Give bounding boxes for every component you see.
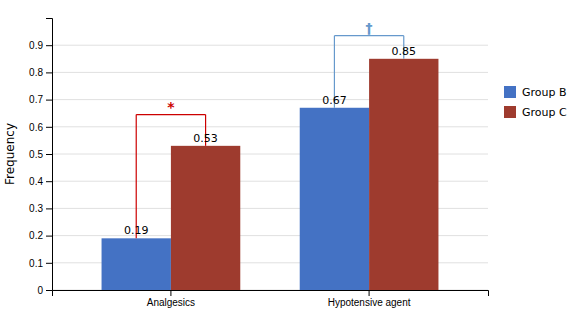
y-tick-label: 0.7 xyxy=(29,94,43,105)
y-tick-mark xyxy=(46,127,52,128)
bar xyxy=(102,238,171,290)
y-axis: 0 0.1 0.2 0.3 0.4 0.5 0.6 0.7 0.8 0.9 xyxy=(29,19,52,296)
x-tick-mark xyxy=(369,290,370,296)
y-tick-mark xyxy=(46,290,52,291)
legend-swatch xyxy=(504,106,516,118)
y-tick-label: 0.9 xyxy=(29,40,43,51)
y-tick-label: 0.4 xyxy=(29,176,43,187)
y-tick: 0.7 xyxy=(29,94,52,105)
annotation: † xyxy=(366,20,373,36)
legend: Group B Group C xyxy=(504,86,567,119)
bar xyxy=(369,59,438,290)
grid xyxy=(52,45,488,290)
chart: 0 0.1 0.2 0.3 0.4 0.5 0.6 0.7 0.8 0.9 Analgesics Hy… xyxy=(0,0,588,320)
labels: * † 0.19 0.67 0.53 0.85 xyxy=(124,20,416,238)
annotation: * xyxy=(167,99,175,115)
y-tick-mark xyxy=(46,263,52,264)
legend-label: Group C xyxy=(522,106,567,119)
y-tick: 0.8 xyxy=(29,67,52,78)
x-tick-mark xyxy=(170,290,171,296)
y-tick-label: 0.6 xyxy=(29,122,43,133)
legend-swatch xyxy=(504,86,516,98)
y-tick: 0.5 xyxy=(29,149,52,160)
data-label: 0.19 xyxy=(124,224,148,237)
y-tick-label: 0.3 xyxy=(29,203,43,214)
y-tick: 0.2 xyxy=(29,230,52,241)
y-tick: 0 xyxy=(37,285,52,296)
y-tick-label: 0.5 xyxy=(29,149,43,160)
x-tick: Hypotensive agent xyxy=(328,290,411,308)
y-tick-mark xyxy=(46,236,52,237)
y-tick: 0.9 xyxy=(29,40,52,51)
y-tick-label: 0.2 xyxy=(29,230,43,241)
y-tick: 0.3 xyxy=(29,203,52,214)
x-tick: Analgesics xyxy=(147,290,195,308)
x-tick-label: Hypotensive agent xyxy=(328,297,411,308)
legend-label: Group B xyxy=(522,86,567,99)
x-tick-label: Analgesics xyxy=(147,297,195,308)
y-axis-title: Frequency xyxy=(3,123,17,185)
y-tick-label: 0 xyxy=(37,285,43,296)
y-axis-line xyxy=(46,19,53,291)
data-label: 0.85 xyxy=(392,45,417,58)
y-tick-mark xyxy=(46,45,52,46)
y-tick-mark xyxy=(46,100,52,101)
data-label: 0.53 xyxy=(193,132,218,145)
y-tick-mark xyxy=(46,154,52,155)
x-axis-line xyxy=(53,291,489,297)
marks xyxy=(102,36,439,290)
y-tick-mark xyxy=(46,208,52,209)
y-tick-mark xyxy=(46,72,52,73)
y-tick-label: 0.8 xyxy=(29,67,43,78)
plot: 0 0.1 0.2 0.3 0.4 0.5 0.6 0.7 0.8 0.9 Analgesics Hy… xyxy=(29,19,488,309)
grid-line xyxy=(52,45,488,46)
data-label: 0.67 xyxy=(322,94,347,107)
y-tick: 0.4 xyxy=(29,176,52,187)
bar xyxy=(300,108,369,290)
y-tick: 0.1 xyxy=(29,258,52,269)
legend-item: Group B xyxy=(504,86,567,99)
y-tick-mark xyxy=(46,181,52,182)
x-axis: Analgesics Hypotensive agent xyxy=(53,290,489,308)
y-tick-label: 0.1 xyxy=(29,258,43,269)
y-tick: 0.6 xyxy=(29,122,52,133)
legend-item: Group C xyxy=(504,106,567,119)
bar xyxy=(171,146,240,290)
bracket-leg xyxy=(136,115,137,239)
